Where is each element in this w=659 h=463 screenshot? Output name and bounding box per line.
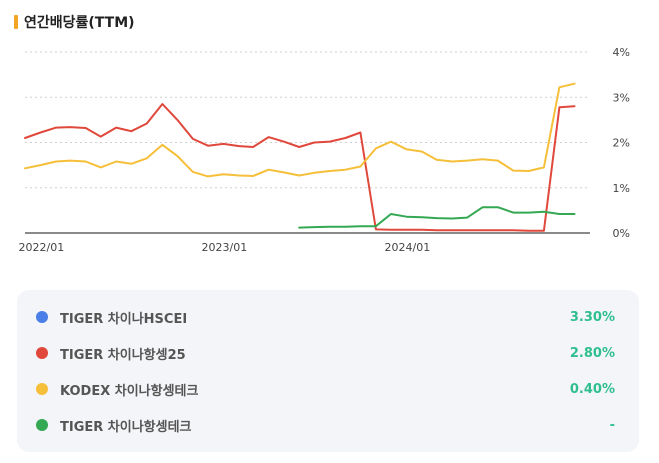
y-tick-label: 2% bbox=[613, 137, 630, 150]
y-tick-label: 3% bbox=[613, 91, 630, 104]
x-tick-label: 2024/01 bbox=[385, 241, 431, 254]
chart-title: 연간배당률(TTM) bbox=[24, 15, 135, 31]
legend-dot bbox=[36, 419, 48, 431]
legend-dot bbox=[36, 383, 48, 395]
legend-item-tiger-hangseng25[interactable]: TIGER 차이나항셍25 2.80% bbox=[17, 335, 639, 371]
y-tick-label: 4% bbox=[613, 46, 630, 59]
legend-item-tiger-hscei[interactable]: TIGER 차이나HSCEI 3.30% bbox=[17, 299, 639, 335]
legend-name: TIGER 차이나항셍테크 bbox=[60, 419, 192, 435]
x-tick-label: 2022/01 bbox=[19, 241, 65, 254]
legend-item-tiger-hangseng-tech[interactable]: TIGER 차이나항셍테크 - bbox=[17, 407, 639, 443]
x-tick-label: 2023/01 bbox=[202, 241, 248, 254]
series-line-1 bbox=[24, 82, 576, 178]
chart-title-wrap: 연간배당률(TTM) bbox=[14, 12, 135, 32]
legend-card: TIGER 차이나HSCEI 3.30% TIGER 차이나항셍25 2.80%… bbox=[17, 290, 639, 452]
legend-dot bbox=[36, 311, 48, 323]
legend-name: KODEX 차이나항셍테크 bbox=[60, 383, 199, 399]
series-line-0 bbox=[24, 103, 576, 232]
legend-value: 3.30% bbox=[569, 309, 615, 325]
legend-dot bbox=[36, 347, 48, 359]
legend-name: TIGER 차이나HSCEI bbox=[60, 311, 188, 327]
dividend-yield-chart: 0% 1% 2% 3% 4% 2022/01 2023/01 2024/01 bbox=[19, 46, 630, 254]
legend-item-kodex-hangseng-tech[interactable]: KODEX 차이나항셍테크 0.40% bbox=[17, 371, 639, 407]
legend-value: - bbox=[609, 417, 615, 433]
legend-name: TIGER 차이나항셍25 bbox=[60, 347, 186, 363]
legend-value: 2.80% bbox=[569, 345, 615, 361]
y-tick-label: 1% bbox=[613, 182, 630, 195]
legend-value: 0.40% bbox=[569, 381, 615, 397]
series-line-2 bbox=[298, 206, 576, 229]
y-tick-label: 0% bbox=[613, 227, 630, 240]
title-accent-bar bbox=[14, 15, 18, 29]
